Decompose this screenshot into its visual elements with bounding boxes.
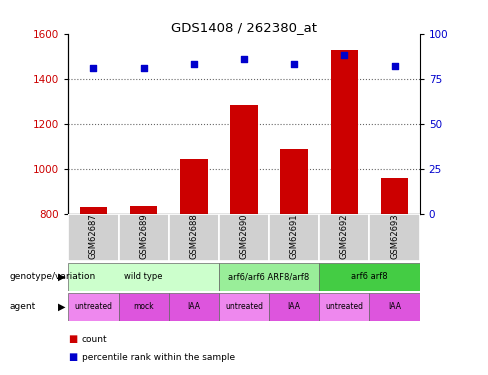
Text: genotype/variation: genotype/variation [10, 272, 96, 281]
Text: IAA: IAA [388, 302, 401, 311]
Bar [269, 214, 319, 261]
Text: GSM62692: GSM62692 [340, 213, 349, 259]
Text: untreated: untreated [325, 302, 364, 311]
Bar [319, 214, 369, 261]
Text: ▶: ▶ [58, 302, 66, 311]
Bar [219, 292, 269, 321]
Text: percentile rank within the sample: percentile rank within the sample [82, 352, 235, 362]
Text: ■: ■ [68, 352, 78, 362]
Text: GSM62689: GSM62689 [139, 213, 148, 259]
Text: wild type: wild type [124, 272, 163, 281]
Bar [169, 214, 219, 261]
Text: untreated: untreated [225, 302, 263, 311]
Text: count: count [82, 334, 108, 344]
Text: GSM62687: GSM62687 [89, 213, 98, 259]
Text: arf6 arf8: arf6 arf8 [351, 272, 388, 281]
Text: untreated: untreated [74, 302, 112, 311]
Point [140, 65, 147, 71]
Point [290, 62, 298, 68]
Point [89, 65, 97, 71]
Text: ■: ■ [68, 334, 78, 344]
Bar [80, 207, 107, 214]
Text: GDS1408 / 262380_at: GDS1408 / 262380_at [171, 21, 317, 34]
Bar [230, 105, 258, 214]
Text: mock: mock [133, 302, 154, 311]
Bar [68, 214, 119, 261]
Point [190, 62, 198, 68]
Bar [68, 292, 119, 321]
Bar [180, 159, 207, 214]
Bar [319, 292, 369, 321]
Bar [68, 262, 219, 291]
Point [341, 53, 348, 58]
Text: GSM62690: GSM62690 [240, 213, 248, 259]
Bar [319, 262, 420, 291]
Bar [369, 292, 420, 321]
Bar [169, 292, 219, 321]
Bar [381, 178, 408, 214]
Text: ▶: ▶ [58, 272, 66, 281]
Bar [219, 214, 269, 261]
Bar [119, 214, 169, 261]
Bar [130, 206, 158, 214]
Text: GSM62693: GSM62693 [390, 213, 399, 259]
Bar [281, 148, 308, 214]
Bar [119, 292, 169, 321]
Text: IAA: IAA [288, 302, 301, 311]
Point [240, 56, 248, 62]
Point [391, 63, 399, 69]
Bar [369, 214, 420, 261]
Text: GSM62688: GSM62688 [189, 213, 198, 259]
Bar [269, 292, 319, 321]
Text: GSM62691: GSM62691 [290, 213, 299, 259]
Text: agent: agent [10, 302, 36, 311]
Text: IAA: IAA [187, 302, 200, 311]
Bar [219, 262, 319, 291]
Bar [330, 50, 358, 214]
Text: arf6/arf6 ARF8/arf8: arf6/arf6 ARF8/arf8 [228, 272, 310, 281]
